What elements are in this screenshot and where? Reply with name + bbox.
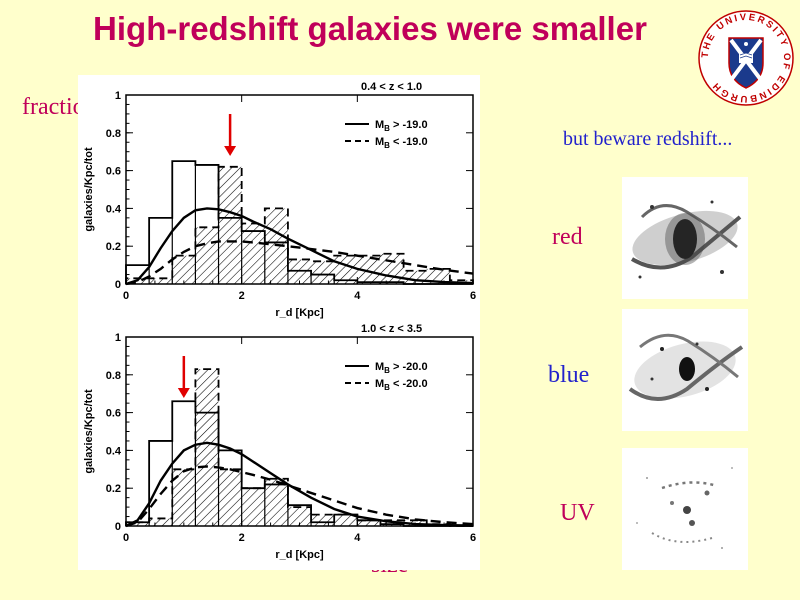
galaxy-image-uv-band [622,448,748,570]
hatched-bar [126,278,150,284]
hatched-bar [311,261,335,284]
y-tick-label: 0.2 [106,483,121,495]
redshift-range-label: 0.4 < z < 1.0 [361,81,422,93]
hatched-bar [218,166,242,284]
hatched-bar [264,478,288,526]
university-crest-logo: THE UNIVERSITY OF EDINBURGH [698,10,794,106]
x-tick-label: 6 [470,290,476,302]
y-tick-label: 0.8 [106,370,121,382]
histogram-panel-2: 0 2 4 6 0 0.2 0.4 0.6 0.8 1 r_d [Kpc] galaxies/Kpc/… [83,323,476,561]
hatched-bar [311,514,335,526]
x-tick-label: 0 [123,532,129,544]
x-tick-label: 4 [354,290,361,302]
x-tick-label: 4 [354,532,361,544]
hatched-bar [172,255,196,284]
model-curve-dashed [125,240,474,286]
redshift-range-label: 1.0 < z < 3.5 [361,323,422,335]
hatched-bar [195,369,219,526]
y-tick-label: 0.6 [106,408,121,420]
hatched-bar [172,469,196,526]
y-tick-label: 0.4 [106,445,122,457]
hatched-bar [334,514,358,526]
hatched-bar [241,488,265,526]
redshift-warning-note: but beware redshift... [563,128,733,150]
y-tick-label: 0.6 [106,166,121,178]
model-curve-dashed [125,465,474,528]
hatched-bar [218,469,242,526]
hatched-bar [195,227,219,284]
image-label-uv: UV [560,500,595,526]
hatched-bar [449,280,473,284]
x-tick-label: 0 [123,290,129,302]
x-axis-label: r_d [Kpc] [275,549,324,561]
legend-entry: MB < -19.0 [375,136,428,150]
hatched-bar [264,208,288,284]
hatched-bar [287,259,312,284]
hatched-bar [357,255,381,284]
legend-entry: MB > -19.0 [375,119,428,133]
chart-panel-background: 0 2 4 6 0 0.2 0.4 0.6 0.8 1 r_d [Kpc] galaxies/Kpc/… [78,75,480,570]
x-axis-label: r_d [Kpc] [275,307,324,319]
peak-arrowhead [177,388,190,398]
hatched-bar [380,520,404,526]
y-tick-label: 1 [115,332,121,344]
legend-entry: MB > -20.0 [375,361,428,375]
y-tick-label: 0 [115,279,121,291]
image-label-blue: blue [548,362,590,388]
x-tick-label: 2 [239,290,245,302]
y-axis-label: galaxies/Kpc/tot [83,147,95,232]
y-tick-label: 0 [115,521,121,533]
galaxy-image-blue-band [622,309,748,431]
hatched-bar [126,522,150,526]
hatched-bar [357,520,381,526]
hatched-bar [380,253,404,284]
hatched-bar [149,278,173,284]
peak-arrowhead [224,146,237,156]
hatched-bar [149,518,173,526]
y-tick-label: 0.8 [106,128,121,140]
hatched-bar [426,524,450,526]
histogram-panel-1: 0 2 4 6 0 0.2 0.4 0.6 0.8 1 r_d [Kpc] galaxies/Kpc/… [83,81,476,319]
hatched-bar [334,255,358,284]
y-tick-label: 0.2 [106,241,121,253]
x-tick-label: 2 [239,532,245,544]
hatched-bar [241,223,265,284]
hatched-bar [287,507,312,526]
image-label-red: red [552,224,583,250]
x-tick-label: 6 [470,532,476,544]
y-tick-label: 1 [115,90,121,102]
galaxy-image-red-band [622,177,748,299]
y-tick-label: 0.4 [106,203,122,215]
hatched-bar [403,270,427,284]
y-axis-label: galaxies/Kpc/tot [83,389,95,474]
legend-entry: MB < -20.0 [375,378,428,392]
slide-title: High-redshift galaxies were smaller [93,10,647,47]
hatched-bar [426,268,450,284]
histogram-steps-dashed [125,165,474,284]
histogram-charts: 0 2 4 6 0 0.2 0.4 0.6 0.8 1 r_d [Kpc] galaxies/Kpc/… [83,81,476,561]
hatched-bar [403,520,427,526]
